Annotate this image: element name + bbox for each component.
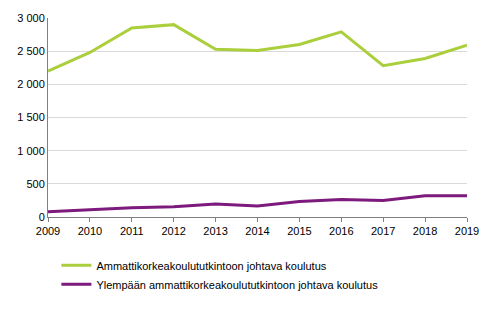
svg-text:1 500: 1 500 [17, 111, 45, 123]
svg-text:2018: 2018 [413, 225, 437, 237]
svg-text:2010: 2010 [78, 225, 102, 237]
svg-text:500: 500 [26, 178, 44, 190]
svg-text:2011: 2011 [120, 225, 144, 237]
svg-text:0: 0 [39, 211, 45, 223]
svg-text:2017: 2017 [371, 225, 395, 237]
svg-text:2 500: 2 500 [17, 45, 45, 57]
svg-text:2019: 2019 [455, 225, 479, 237]
svg-text:3 000: 3 000 [17, 12, 45, 24]
svg-text:2009: 2009 [36, 225, 60, 237]
svg-text:2014: 2014 [245, 225, 269, 237]
svg-text:2 000: 2 000 [17, 78, 45, 90]
svg-text:2015: 2015 [287, 225, 311, 237]
svg-text:Ammattikorkeakoulututkintoon j: Ammattikorkeakoulututkintoon johtava kou… [96, 260, 326, 272]
svg-text:Ylempään ammattikorkeakoulutut: Ylempään ammattikorkeakoulututkintoon jo… [96, 279, 378, 291]
svg-text:1 000: 1 000 [17, 145, 45, 157]
svg-text:2016: 2016 [329, 225, 353, 237]
svg-text:2012: 2012 [161, 225, 185, 237]
svg-text:2013: 2013 [203, 225, 227, 237]
